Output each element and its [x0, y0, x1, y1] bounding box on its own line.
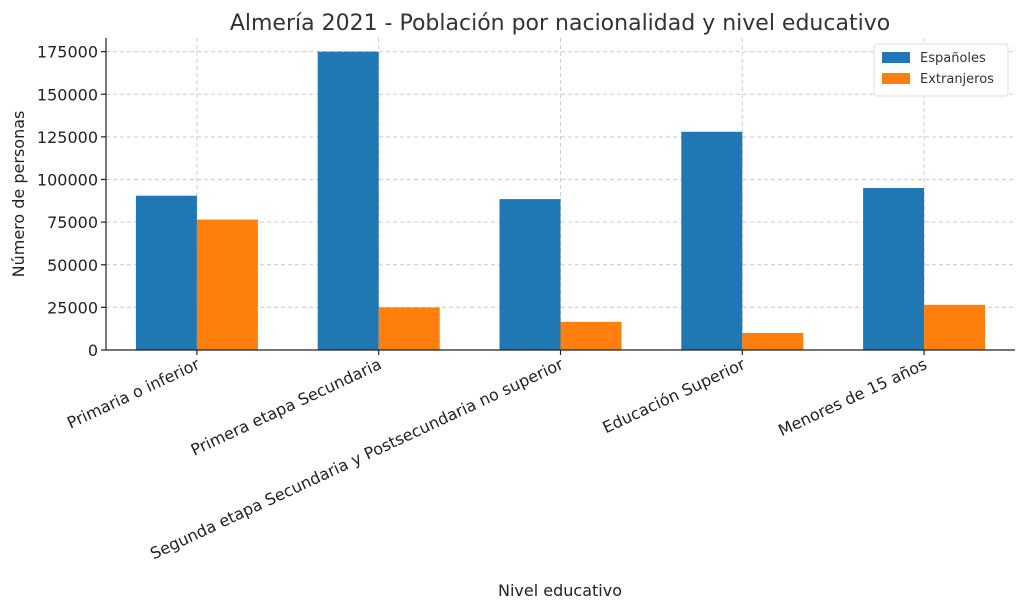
y-tick-label: 0 [88, 341, 98, 360]
axes [101, 38, 1015, 355]
bar-extranjeros [742, 332, 804, 350]
bar-extranjeros [560, 321, 622, 350]
legend-swatch [882, 52, 910, 63]
x-tick-label: Primera etapa Secundaria [188, 354, 385, 459]
bar-espanoles [863, 188, 925, 350]
bar-espanoles [499, 199, 561, 350]
y-tick-label: 175000 [37, 43, 98, 62]
y-tick-label: 25000 [47, 298, 98, 317]
chart-title: Almería 2021 - Población por nacionalida… [230, 11, 890, 36]
x-axis-label: Nivel educativo [498, 581, 622, 600]
bar-extranjeros [924, 304, 986, 350]
y-axis-label: Número de personas [9, 111, 28, 278]
bar-extranjeros [378, 307, 440, 350]
y-tick-label: 125000 [37, 128, 98, 147]
legend-label: Extranjeros [920, 72, 994, 87]
bar-espanoles [681, 131, 743, 350]
bar-extranjeros [196, 219, 258, 350]
y-tick-label: 75000 [47, 213, 98, 232]
y-tick-labels: 0 25000 50000 75000 100000 125000 150000 175000 [37, 43, 98, 360]
legend-swatch [882, 73, 910, 84]
bar-espanoles [317, 51, 379, 350]
y-tick-label: 50000 [47, 256, 98, 275]
x-tick-label: Menores de 15 años [775, 354, 930, 440]
x-tick-label: Educación Superior [600, 354, 749, 437]
y-tick-label: 100000 [37, 171, 98, 190]
x-tick-label: Primaria o inferior [64, 354, 203, 432]
legend: Españoles Extranjeros [873, 43, 1009, 97]
bars [135, 51, 986, 350]
bar-espanoles [135, 195, 197, 350]
legend-label: Españoles [920, 51, 986, 66]
y-tick-label: 150000 [37, 85, 98, 104]
x-tick-label: Segunda etapa Secundaria y Postsecundari… [147, 354, 566, 563]
